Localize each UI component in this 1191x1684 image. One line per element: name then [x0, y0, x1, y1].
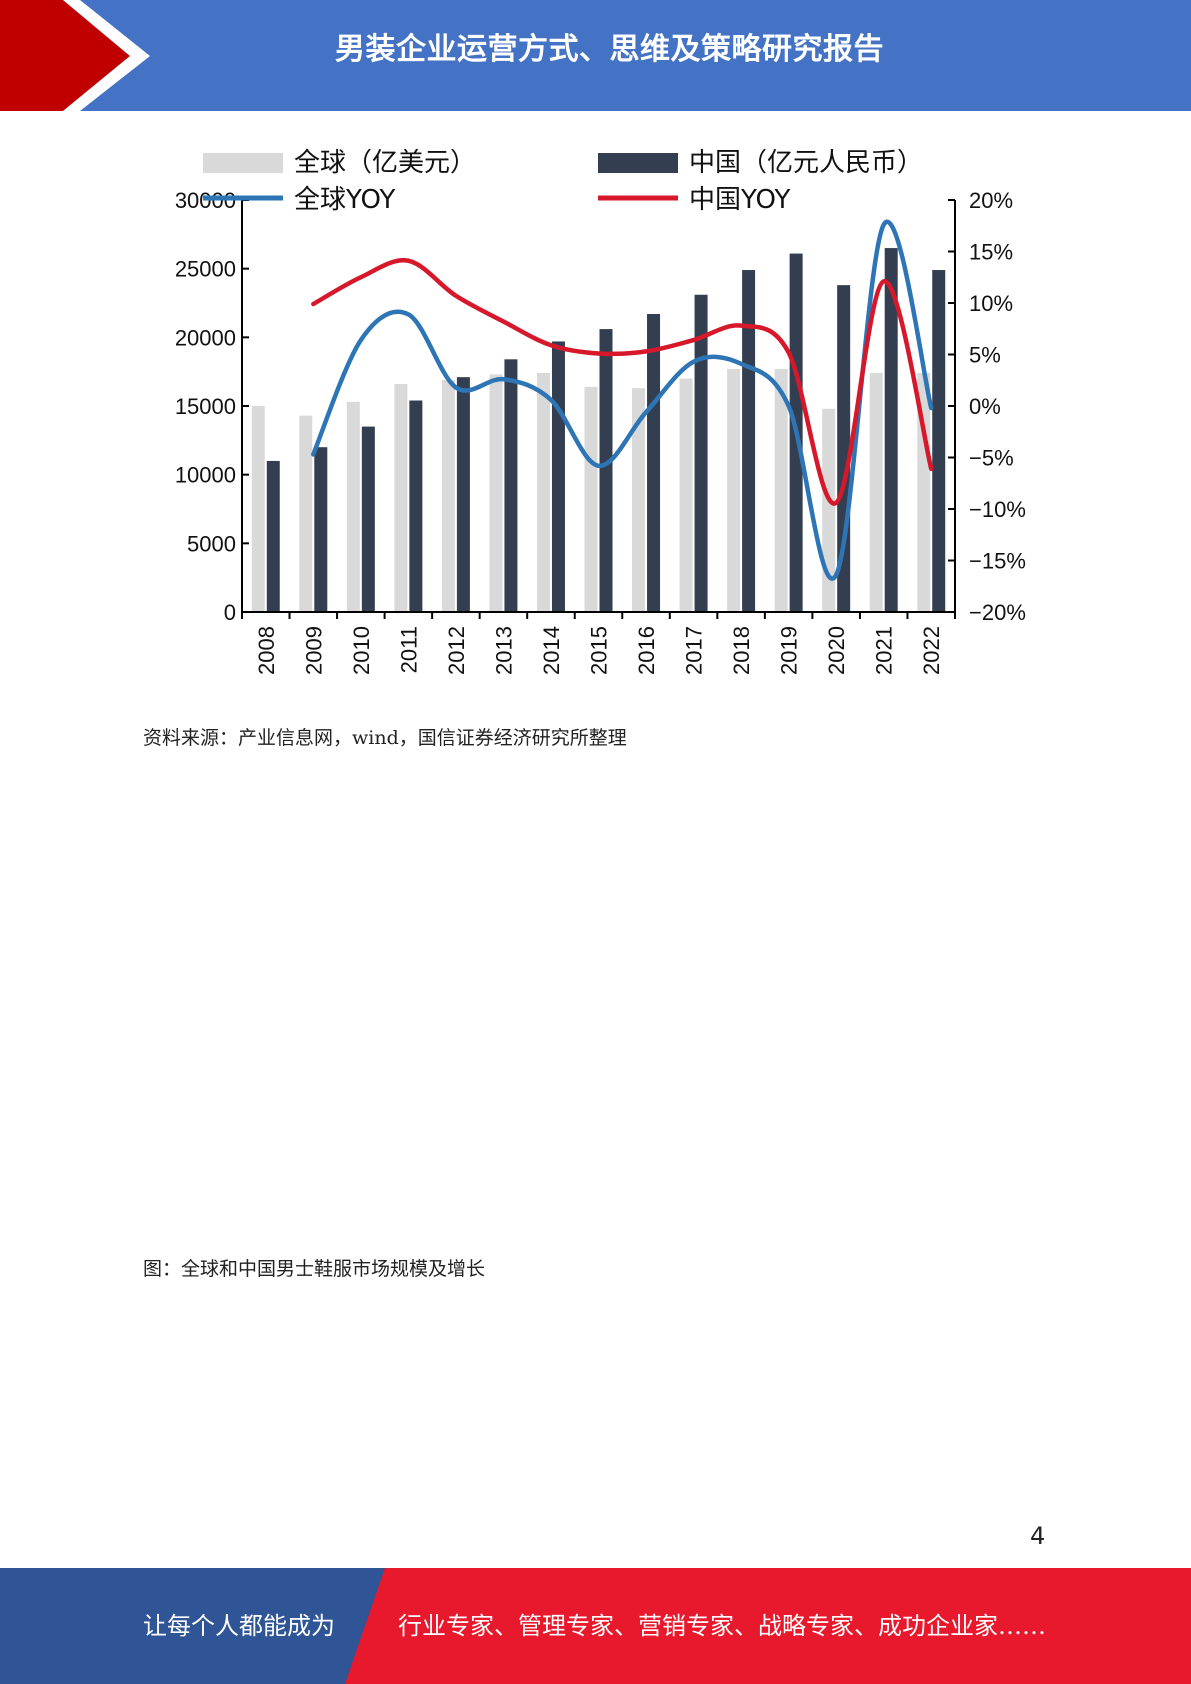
left-tick-label: 0	[224, 600, 236, 625]
bar-global	[441, 379, 455, 612]
legend-swatch	[598, 153, 678, 173]
left-tick-label: 5000	[187, 531, 236, 556]
line-china-yoy	[311, 258, 934, 506]
bar-global	[727, 368, 741, 612]
right-tick-label: 20%	[969, 188, 1013, 213]
bar-global	[917, 373, 931, 612]
bar-global	[299, 415, 313, 612]
x-tick-label: 2022	[919, 626, 944, 675]
x-tick-label: 2013	[491, 626, 516, 675]
bar-global	[632, 388, 646, 612]
bar-global	[822, 408, 836, 612]
bar-china	[551, 341, 565, 612]
bar-global	[536, 373, 550, 612]
bar-global	[251, 406, 265, 612]
source-note: 资料来源：产业信息网，wind，国信证券经济研究所整理	[143, 727, 627, 749]
bar-china	[599, 329, 613, 612]
right-tick-label: −15%	[969, 549, 1026, 574]
chart-svg: 050001000015000200002500030000−20%−15%−1…	[135, 145, 1035, 705]
bar-global	[679, 378, 693, 612]
report-title: 男装企业运营方式、思维及策略研究报告	[335, 32, 884, 67]
footer-slogan-right: 行业专家、管理专家、营销专家、战略专家、成功企业家……	[398, 1612, 1046, 1640]
bar-china	[647, 313, 661, 612]
bar-global	[774, 368, 788, 612]
header-arrow-decoration	[0, 0, 150, 111]
right-tick-label: −5%	[969, 446, 1014, 471]
left-tick-label: 20000	[175, 325, 236, 350]
legend-label: 中国（亿元人民币）	[689, 148, 923, 178]
bar-china	[361, 426, 375, 612]
right-tick-label: −10%	[969, 497, 1026, 522]
x-tick-label: 2008	[254, 626, 279, 675]
right-tick-label: 10%	[969, 291, 1013, 316]
figure-caption: 图：全球和中国男士鞋服市场规模及增长	[143, 1258, 486, 1280]
page-header: 男装企业运营方式、思维及策略研究报告	[0, 0, 1191, 111]
bar-global	[584, 386, 598, 612]
right-tick-label: −20%	[969, 600, 1026, 625]
right-tick-label: 5%	[969, 343, 1001, 368]
bar-china	[694, 294, 708, 612]
page-number: 4	[1030, 1522, 1046, 1550]
bar-china	[456, 377, 470, 612]
x-tick-label: 2009	[301, 626, 326, 675]
x-tick-label: 2014	[539, 626, 564, 675]
left-tick-label: 15000	[175, 394, 236, 419]
x-tick-label: 2011	[396, 626, 421, 673]
x-tick-label: 2018	[729, 626, 754, 675]
bar-china	[409, 400, 423, 612]
bar-global	[489, 374, 503, 612]
footer-background	[0, 1568, 1191, 1684]
legend-label: 全球YOY	[294, 185, 396, 215]
footer-slogan-left: 让每个人都能成为	[143, 1612, 335, 1640]
x-tick-label: 2019	[777, 626, 802, 675]
legend-swatch	[203, 153, 283, 173]
x-tick-label: 2020	[824, 626, 849, 675]
bar-china	[314, 447, 328, 612]
bar-china	[742, 270, 756, 612]
bar-global	[346, 401, 360, 612]
legend-label: 全球（亿美元）	[294, 148, 476, 178]
bar-china	[504, 359, 518, 612]
page-footer: 让每个人都能成为 行业专家、管理专家、营销专家、战略专家、成功企业家……	[0, 1568, 1191, 1684]
x-tick-label: 2010	[349, 626, 374, 675]
left-tick-label: 25000	[175, 257, 236, 282]
x-tick-label: 2021	[872, 626, 897, 675]
bar-global	[394, 384, 408, 612]
x-tick-label: 2015	[587, 626, 612, 675]
legend-label: 中国YOY	[689, 185, 791, 215]
bar-china	[884, 248, 898, 613]
right-tick-label: 0%	[969, 394, 1001, 419]
x-tick-label: 2016	[634, 626, 659, 675]
bar-global	[869, 373, 883, 612]
market-size-chart: 050001000015000200002500030000−20%−15%−1…	[135, 145, 1035, 705]
bar-china	[266, 460, 280, 612]
right-tick-label: 15%	[969, 240, 1013, 265]
bar-china	[932, 270, 946, 612]
left-tick-label: 10000	[175, 463, 236, 488]
x-tick-label: 2017	[682, 626, 707, 675]
x-tick-label: 2012	[444, 626, 469, 675]
